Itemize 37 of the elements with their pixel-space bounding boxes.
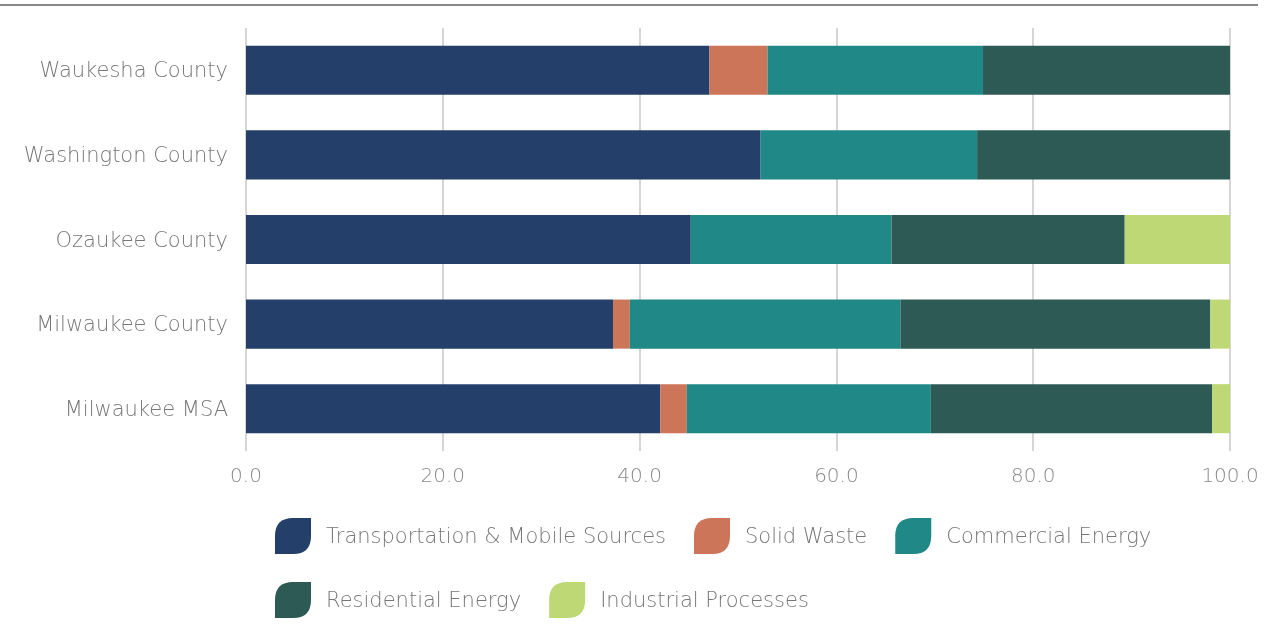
bar <box>613 299 630 349</box>
x-tick-label: 60.0 <box>814 463 859 487</box>
bar <box>629 299 901 349</box>
legend-label: Industrial Processes <box>600 588 809 612</box>
bar <box>930 384 1213 434</box>
bar <box>1210 299 1230 349</box>
bar <box>246 384 661 434</box>
bar <box>709 45 768 95</box>
x-tick-label: 0.0 <box>230 463 262 487</box>
legend-label: Transportation & Mobile Sources <box>326 524 666 548</box>
bar <box>686 384 931 434</box>
bar <box>1124 214 1230 265</box>
bar <box>690 214 892 265</box>
bar <box>660 384 687 434</box>
x-tick-label: 20.0 <box>420 463 466 487</box>
bar <box>246 214 691 265</box>
bar <box>1212 384 1230 434</box>
legend-label: Residential Energy <box>326 588 522 612</box>
bar <box>900 299 1211 349</box>
y-tick-label: Milwaukee MSA <box>64 396 228 421</box>
bar <box>246 45 710 95</box>
y-tick-label: Ozaukee County <box>55 227 228 252</box>
bar <box>977 130 1230 180</box>
legend-label: Commercial Energy <box>946 524 1152 548</box>
y-tick-label: Milwaukee County <box>36 312 228 337</box>
x-tick-label: 40.0 <box>617 463 662 487</box>
bar <box>246 299 614 349</box>
y-tick-label: Waukesha County <box>39 58 228 83</box>
legend-label: Solid Waste <box>744 524 868 548</box>
bar <box>760 130 978 180</box>
x-tick-label: 80.0 <box>1010 463 1056 487</box>
bar <box>246 130 761 180</box>
bar <box>767 45 984 95</box>
x-tick-label: 100.0 <box>1201 463 1259 487</box>
bar <box>983 45 1230 95</box>
y-tick-label: Washington County <box>23 142 228 167</box>
bar <box>891 214 1125 265</box>
